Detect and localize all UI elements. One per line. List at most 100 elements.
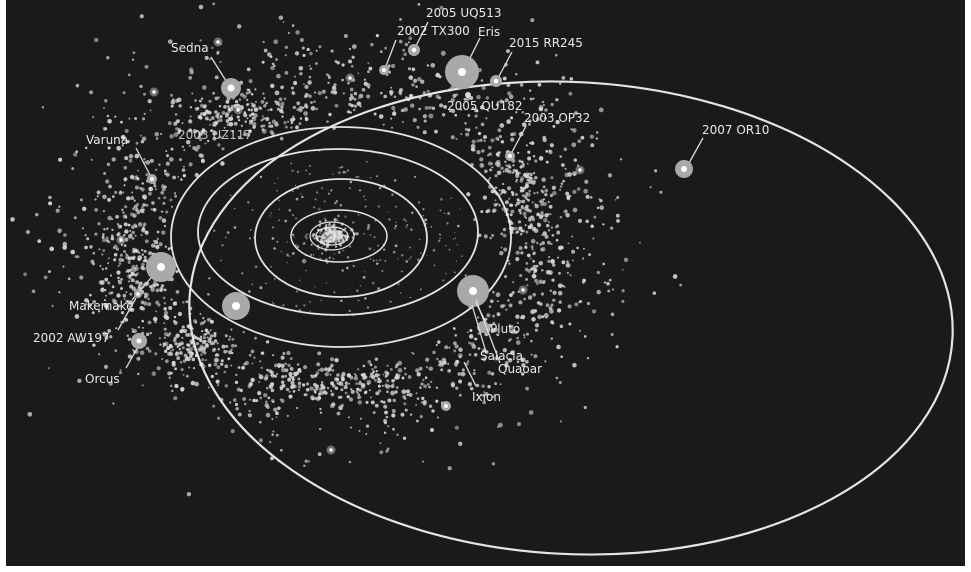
small-body-dot (265, 116, 270, 122)
small-body-dot (221, 110, 226, 115)
small-body-dot (242, 331, 245, 334)
small-body-dot (317, 452, 322, 457)
small-body-dot (565, 212, 570, 218)
small-body-dot (269, 441, 272, 444)
small-body-dot (495, 292, 501, 298)
small-body-dot (528, 119, 532, 123)
small-body-dot (154, 352, 158, 356)
small-body-dot (393, 179, 397, 182)
small-body-dot (515, 314, 520, 319)
small-body-dot (504, 167, 510, 173)
small-body-dot (378, 373, 381, 376)
small-body-dot (535, 60, 540, 65)
small-body-dot (129, 229, 132, 232)
small-body-dot (295, 125, 299, 130)
small-body-dot (152, 207, 157, 212)
small-body-dot (216, 112, 220, 116)
small-body-dot (292, 214, 294, 217)
small-body-dot (198, 99, 202, 103)
small-body-dot (406, 225, 408, 227)
small-body-dot (530, 238, 536, 244)
small-body-dot (585, 219, 590, 224)
small-body-dot (365, 432, 368, 436)
small-body-dot (300, 193, 302, 195)
small-body-dot (150, 287, 155, 292)
small-body-dot (489, 168, 493, 172)
small-body-dot (147, 320, 152, 325)
small-body-dot (124, 229, 129, 234)
small-body-dot (135, 208, 139, 212)
small-body-dot (153, 245, 156, 248)
small-body-dot (409, 413, 413, 416)
small-body-dot (382, 373, 385, 376)
small-body-dot (127, 256, 132, 261)
small-body-dot (170, 298, 173, 301)
small-body-dot (465, 362, 469, 366)
small-body-dot (183, 149, 186, 152)
small-body-dot (175, 342, 178, 346)
small-body-dot (522, 229, 526, 233)
small-body-dot (552, 290, 557, 295)
small-body-dot (550, 194, 553, 198)
small-body-dot (213, 339, 218, 343)
small-body-dot (358, 189, 362, 192)
small-body-dot (576, 187, 581, 191)
small-body-dot (348, 309, 351, 313)
small-body-dot (165, 150, 168, 153)
small-body-dot (143, 92, 146, 96)
small-body-dot (79, 340, 83, 343)
small-body-dot (279, 385, 284, 390)
small-body-dot (526, 253, 531, 258)
small-body-dot (299, 279, 301, 282)
small-body-dot (519, 83, 524, 87)
small-body-dot (412, 352, 415, 355)
small-body-dot (390, 390, 395, 396)
small-body-dot (163, 169, 167, 173)
small-body-dot (157, 196, 161, 200)
small-body-dot (500, 166, 504, 170)
small-body-dot (262, 124, 266, 128)
small-body-dot (380, 91, 383, 95)
small-body-dot (179, 329, 183, 334)
small-body-dot (391, 379, 395, 383)
small-body-dot (487, 385, 491, 389)
small-body-dot (338, 251, 341, 254)
small-body-dot (580, 135, 585, 140)
small-body-dot (192, 146, 197, 150)
small-body-dot (143, 222, 147, 226)
small-body-dot (253, 125, 256, 128)
small-body-dot (527, 295, 533, 300)
small-body-dot (240, 124, 243, 127)
small-body-dot (538, 156, 544, 161)
small-body-dot (199, 335, 202, 338)
small-body-dot (260, 99, 265, 104)
small-body-dot (286, 414, 290, 418)
small-body-dot (263, 97, 266, 100)
small-body-dot (357, 299, 360, 302)
small-body-dot (261, 128, 265, 132)
small-body-dot (171, 98, 175, 102)
small-body-dot (107, 119, 112, 124)
small-body-dot (361, 382, 366, 388)
small-body-dot (160, 133, 163, 135)
small-body-dot (541, 114, 544, 117)
small-body-dot (538, 200, 541, 203)
small-body-dot (310, 243, 313, 246)
small-body-dot (261, 115, 264, 118)
small-body-dot (186, 324, 191, 329)
small-body-dot (435, 357, 439, 361)
small-body-dot (385, 415, 389, 419)
small-body-dot (508, 262, 511, 265)
small-body-dot (290, 385, 295, 389)
small-body-dot (349, 93, 353, 97)
small-body-dot (525, 216, 528, 219)
small-body-dot (571, 259, 574, 262)
label-pluto: Pluto (490, 322, 520, 336)
small-body-dot (278, 15, 284, 20)
small-body-dot (563, 147, 568, 152)
small-body-dot (332, 173, 334, 176)
small-body-dot (521, 363, 526, 368)
small-body-dot (122, 233, 126, 237)
small-body-dot (209, 329, 212, 332)
small-body-dot (102, 209, 106, 213)
